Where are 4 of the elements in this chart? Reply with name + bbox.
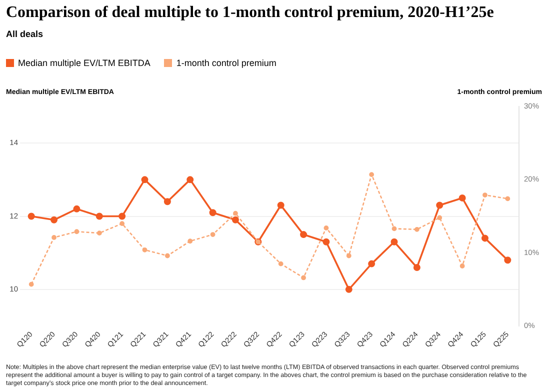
legend-label: 1-month control premium: [175, 58, 276, 68]
legend-label: Median multiple EV/LTM EBITDA: [17, 58, 150, 68]
chart-title: Comparison of deal multiple to 1-month control premium, 2020-H1’25e: [6, 4, 494, 22]
chart-subtitle: All deals: [6, 29, 44, 39]
